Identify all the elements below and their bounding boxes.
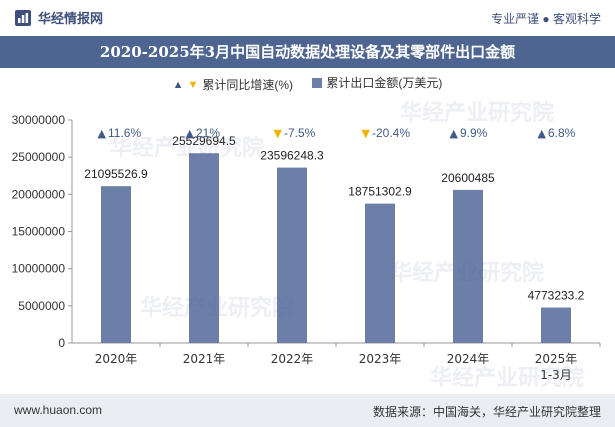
legend-swatch-icon: [312, 77, 323, 88]
y-tick-label: 20000000: [12, 187, 66, 201]
bar: [277, 167, 307, 343]
growth-down-icon: ▼: [274, 127, 283, 140]
legend-item-growth: ▲ ▼ 累计同比增速(%): [173, 76, 293, 93]
x-tick-label: 2022年: [271, 352, 314, 366]
x-tick-label: 1-3月: [540, 368, 572, 382]
bar-value-label: 25529694.5: [172, 134, 236, 148]
growth-label: -7.5%: [284, 126, 316, 140]
x-tick-label: 2023年: [359, 352, 402, 366]
triangle-down-icon: ▼: [187, 78, 199, 91]
top-bar: 华经情报网 专业严谨 ● 客观科学: [0, 0, 615, 36]
slogan: 专业严谨 ● 客观科学: [491, 12, 601, 26]
y-tick-label: 25000000: [12, 150, 66, 164]
legend-item-amount: 累计出口金额(万美元): [312, 74, 442, 91]
growth-down-icon: ▼: [362, 127, 371, 140]
x-tick-label: 2020年: [95, 352, 138, 366]
growth-label: -20.4%: [372, 126, 410, 140]
bar-value-label: 18751302.9: [348, 185, 412, 199]
growth-up-icon: ▲: [450, 127, 459, 140]
bar-value-label: 4773233.2: [528, 289, 585, 303]
bar: [189, 153, 219, 343]
legend-label-amount: 累计出口金额(万美元): [326, 76, 443, 90]
growth-up-icon: ▲: [98, 127, 107, 140]
bar-chart: 0 5000000 10000000 15000000 20000000 25000000…: [12, 113, 601, 382]
growth-label: 6.8%: [548, 126, 576, 140]
footer: www.huaon.com 数据来源：中国海关，华经产业研究院整理: [0, 394, 615, 427]
x-tick-label: 2025年: [535, 352, 578, 366]
bar: [365, 203, 395, 343]
chart-title: 2020-2025年3月中国自动数据处理设备及其零部件出口金额: [99, 43, 516, 61]
brand: 华经情报网: [14, 8, 103, 27]
y-tick-label: 30000000: [12, 113, 66, 127]
bar: [453, 189, 483, 343]
brand-logo-icon: [15, 9, 31, 26]
bar-value-label: 20600485: [441, 171, 495, 185]
y-tick-label: 10000000: [12, 262, 66, 276]
footer-url: www.huaon.com: [14, 403, 103, 417]
growth-label: 9.9%: [460, 126, 488, 140]
growth-label: 11.6%: [108, 126, 141, 140]
footer-source: 数据来源：中国海关，华经产业研究院整理: [372, 405, 601, 419]
y-tick-label: 5000000: [18, 299, 65, 313]
bar-value-label: 23596248.3: [260, 149, 324, 163]
bar: [101, 186, 131, 343]
x-tick-label: 2024年: [447, 352, 490, 366]
y-tick-label: 15000000: [12, 225, 66, 239]
growth-label: 21%: [196, 126, 220, 140]
bar-value-label: 21095526.9: [84, 167, 148, 181]
triangle-up-icon: ▲: [172, 78, 184, 91]
legend-label-growth: 累计同比增速(%): [202, 78, 294, 92]
x-tick-label: 2021年: [183, 352, 226, 366]
y-tick-label: 0: [58, 336, 65, 350]
growth-up-icon: ▲: [538, 127, 547, 140]
title-bar: 2020-2025年3月中国自动数据处理设备及其零部件出口金额: [0, 36, 615, 68]
brand-name: 华经情报网: [38, 11, 104, 26]
growth-up-icon: ▲: [186, 127, 195, 140]
bar: [541, 307, 571, 343]
chart-legend: ▲ ▼ 累计同比增速(%) 累计出口金额(万美元): [0, 74, 615, 93]
